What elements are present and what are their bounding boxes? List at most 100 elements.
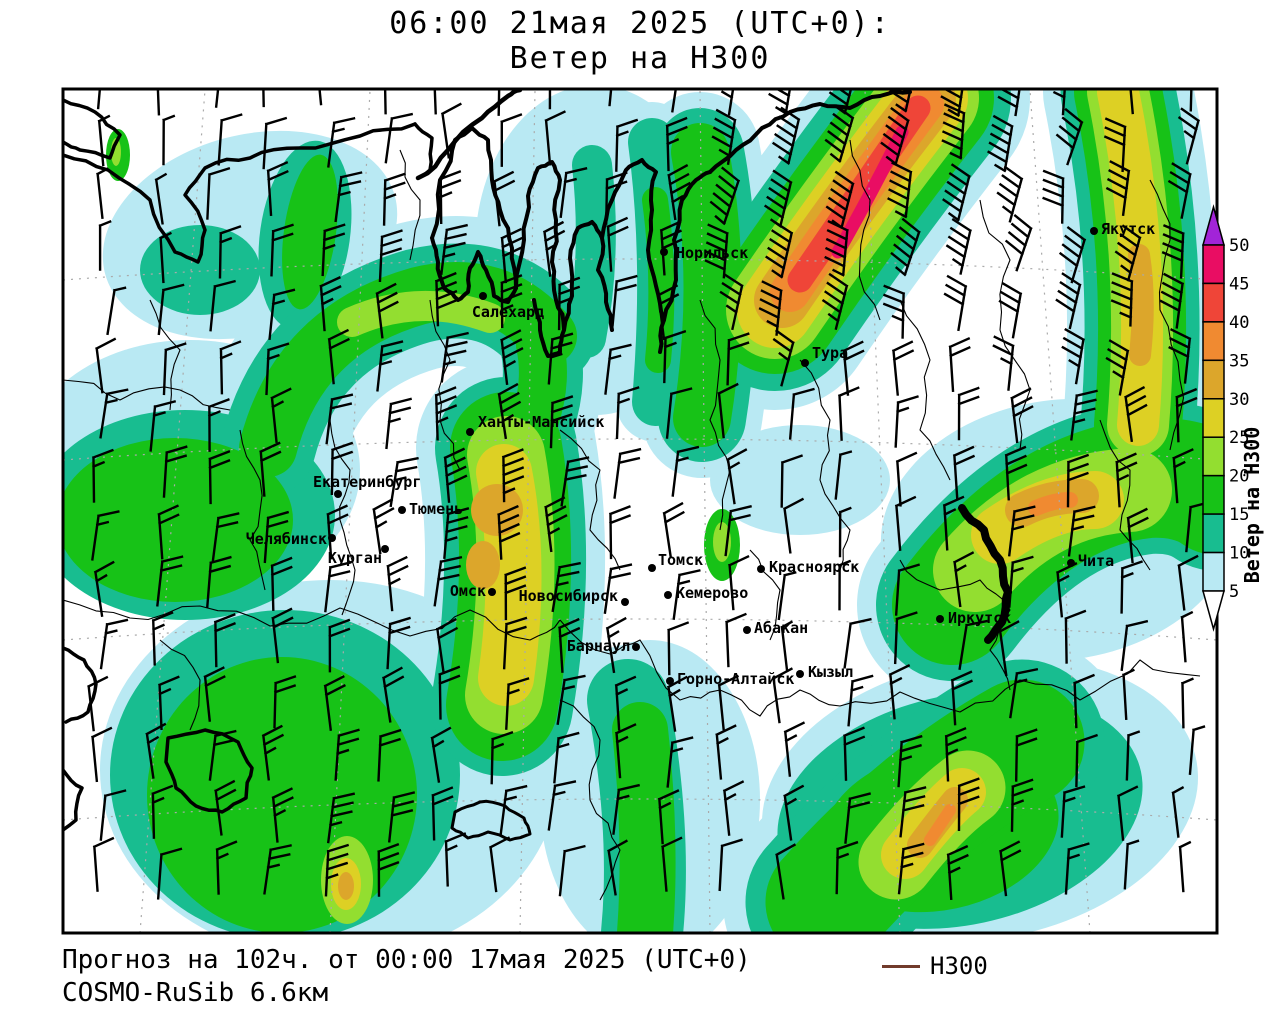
wind-barb: [159, 231, 172, 284]
wind-barb: [151, 784, 174, 839]
wind-barb: [998, 281, 1023, 339]
wind-barb: [270, 556, 293, 611]
wind-barb: [386, 555, 409, 612]
wind-barb: [323, 675, 346, 731]
wind-barb: [206, 166, 231, 220]
wind-barb: [894, 495, 917, 551]
wind-barb: [1120, 619, 1149, 672]
wind-barb: [271, 607, 294, 664]
wind-barb: [1177, 107, 1201, 165]
wind-barb: [377, 842, 400, 897]
wind-barb: [386, 616, 412, 670]
wind-barb: [1180, 610, 1194, 663]
wind-barb: [1042, 169, 1065, 224]
wind-barb: [950, 670, 974, 726]
wind-barb: [334, 728, 360, 781]
wind-barb: [842, 340, 865, 396]
wind-barb: [726, 332, 750, 386]
wind-barb: [722, 780, 745, 836]
wind-barb: [1121, 668, 1135, 720]
wind-barb: [1110, 272, 1134, 327]
city-label: Чита: [1078, 552, 1114, 570]
city-label: Тюмень: [409, 500, 463, 518]
wind-barb: [434, 386, 458, 441]
city-dot: [666, 677, 674, 685]
wind-barb: [376, 340, 404, 392]
wind-barb: [941, 103, 966, 160]
city-dot: [801, 359, 809, 367]
graticule-lines: [63, 89, 1217, 933]
wind-barb: [717, 674, 740, 731]
wind-barb: [1066, 453, 1090, 508]
wind-barb: [206, 555, 232, 608]
wind-barb: [894, 395, 919, 448]
wind-barb: [719, 273, 744, 331]
contour-band: [147, 657, 417, 933]
map-title: 06:00 21мая 2025 (UTC+0): Ветер на H300: [0, 6, 1280, 76]
wind-barb: [1188, 725, 1206, 775]
city-label: Тура: [812, 344, 848, 362]
wind-barb: [266, 160, 289, 216]
colorbar-tick-label: 45: [1229, 274, 1249, 294]
wind-barb: [725, 612, 747, 668]
model-line: COSMO-RuSib 6.6км: [62, 978, 329, 1008]
wind-barb: [891, 340, 915, 396]
wind-barb: [440, 223, 468, 275]
wind-barb: [327, 116, 356, 168]
wind-barb: [430, 726, 452, 783]
wind-barb: [657, 789, 680, 845]
wind-barb: [431, 786, 454, 841]
wind-barb: [1010, 778, 1034, 832]
city-label: Норильск: [676, 244, 748, 262]
city-dot: [936, 615, 944, 623]
wind-barb: [158, 675, 180, 731]
wind-barb: [321, 223, 346, 277]
wind-barb: [208, 729, 237, 781]
wind-barb: [492, 170, 516, 227]
wind-barb: [214, 779, 237, 836]
wind-barb: [505, 677, 530, 730]
wind-barb: [97, 114, 111, 167]
wind-barb: [218, 225, 242, 279]
wind-barb: [434, 271, 458, 327]
colorbar-tick-label: 30: [1229, 390, 1249, 410]
wind-barb: [1008, 555, 1034, 608]
colorbar-tick-label: 10: [1229, 544, 1249, 564]
wind-barb: [497, 504, 521, 560]
wind-barb: [724, 505, 752, 557]
wind-barb: [1124, 385, 1148, 443]
city-dot: [488, 588, 496, 596]
wind-barb: [157, 504, 180, 560]
wind-barb: [1004, 214, 1033, 272]
wind-barb: [382, 172, 406, 226]
wind-barb: [444, 832, 467, 887]
wind-barb: [666, 675, 688, 732]
city-dot: [381, 545, 389, 553]
wind-barb: [838, 506, 852, 558]
wind-barb: [270, 387, 292, 444]
wind-barb: [106, 286, 127, 336]
wind-barb: [1114, 224, 1142, 282]
wind-barb: [671, 445, 700, 497]
wind-barb: [1125, 730, 1141, 781]
wind-barb: [1004, 445, 1028, 501]
contour-band: [338, 872, 354, 900]
city-label: Челябинск: [246, 530, 327, 548]
wind-barb: [375, 282, 399, 339]
wind-barb: [1058, 226, 1087, 284]
wind-barb: [1010, 387, 1034, 444]
wind-barb: [440, 331, 469, 383]
wind-barb: [1007, 505, 1036, 557]
city-label: Абакан: [754, 619, 808, 637]
wind-barb: [958, 619, 988, 670]
colorbar-band: [1202, 359, 1225, 400]
wind-barb: [443, 447, 468, 503]
wind-barb: [843, 617, 872, 669]
city-markers: Норильск Салехард Тура Ханты-Мансийск Екатер…: [246, 220, 1155, 688]
wind-barb: [952, 551, 975, 608]
coastlines: [63, 89, 1012, 842]
wind-barb: [383, 89, 397, 115]
contour-band: [1128, 244, 1154, 366]
wind-barb: [1044, 89, 1068, 116]
wind-barb: [372, 498, 395, 555]
